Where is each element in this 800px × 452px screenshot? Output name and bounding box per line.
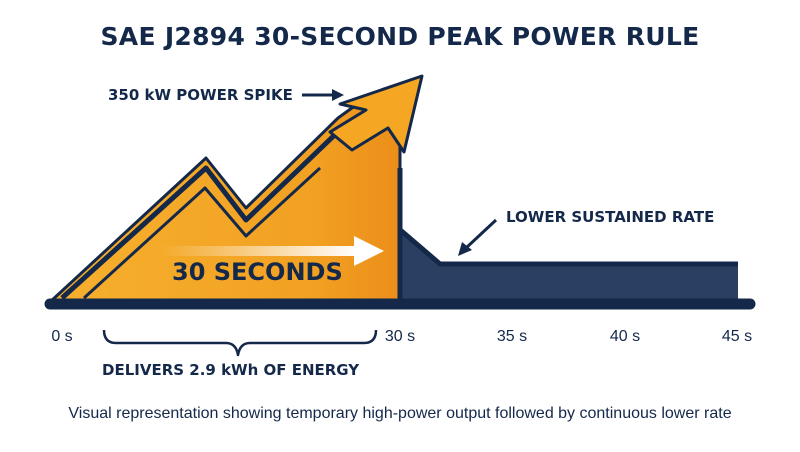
sustained-pointer-line [464, 218, 498, 250]
duration-label: 30 SECONDS [172, 258, 343, 286]
peak-contour-line [60, 124, 346, 300]
tick-label-30s: 30 s [384, 328, 416, 345]
energy-brace [102, 329, 378, 357]
page-title: SAE J2894 30-SECOND PEAK POWER RULE [100, 22, 700, 51]
sustained-power-outline [396, 226, 738, 267]
duration-arrow-shaft [160, 246, 356, 256]
sustained-label: LOWER SUSTAINED RATE [506, 208, 715, 226]
spike-label: 350 kW POWER SPIKE [108, 86, 293, 104]
tick-label-45s: 45 s [721, 328, 753, 345]
caption: Visual representation showing temporary … [68, 405, 732, 422]
tick-label-40s: 40 s [609, 328, 641, 345]
duration-arrow-head [354, 236, 384, 266]
peak-contour-line-inner [82, 166, 322, 300]
energy-label: DELIVERS 2.9 kWh OF ENERGY [102, 361, 360, 379]
tick-label-0s: 0 s [51, 328, 73, 345]
sustained-pointer-head [458, 242, 472, 256]
spike-pointer-head [332, 89, 344, 101]
tick-label-35s: 35 s [496, 328, 528, 345]
spike-arrowhead [328, 74, 424, 154]
